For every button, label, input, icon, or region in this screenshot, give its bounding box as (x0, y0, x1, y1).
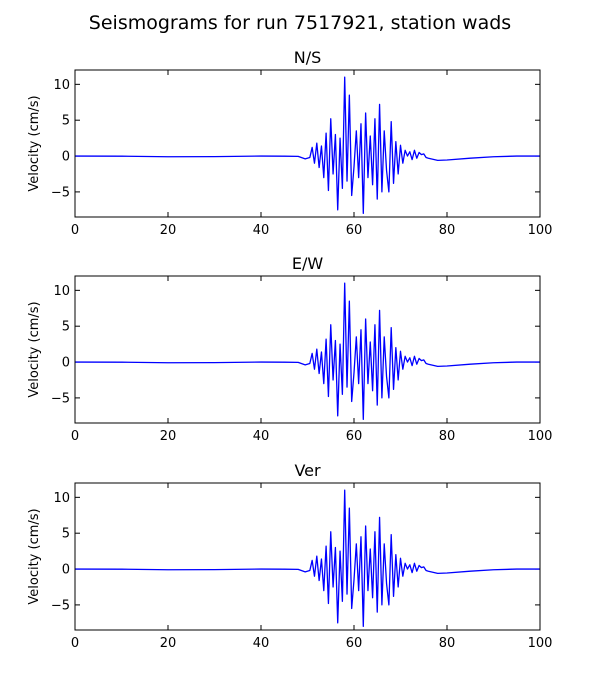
y-tick-label: −5 (51, 185, 70, 200)
y-tick-label: 0 (62, 150, 70, 165)
panel-title: E/W (292, 254, 324, 273)
x-tick-label: 40 (253, 636, 270, 651)
x-tick-label: 60 (346, 223, 363, 238)
panel-1: N/S Velocity (cm/s) 0 20 40 60 80 100 −5 0 5 10 (27, 48, 552, 238)
y-axis-label: Velocity (cm/s) (27, 301, 42, 397)
panel-2: E/W Velocity (cm/s) 0 20 40 60 80 100 −5 0 5 10 (27, 254, 552, 444)
x-tick-label: 20 (160, 429, 177, 444)
x-tick-label: 80 (439, 429, 456, 444)
y-tick-label: 10 (53, 78, 70, 93)
panel-title: Ver (294, 461, 321, 480)
panel-title: N/S (294, 48, 322, 67)
velocity-line (74, 76, 540, 215)
x-tick-label: 60 (346, 429, 363, 444)
velocity-line (74, 282, 540, 421)
y-tick-label: −5 (51, 598, 70, 613)
y-tick-label: 5 (62, 527, 70, 542)
y-tick-label: 10 (53, 491, 70, 506)
y-tick-label: 5 (62, 114, 70, 129)
x-tick-label: 0 (71, 636, 79, 651)
x-tick-label: 40 (253, 223, 270, 238)
x-tick-label: 0 (71, 223, 79, 238)
x-tick-label: 20 (160, 636, 177, 651)
x-tick-label: 100 (528, 223, 553, 238)
x-tick-label: 40 (253, 429, 270, 444)
y-tick-label: 5 (62, 320, 70, 335)
x-tick-label: 20 (160, 223, 177, 238)
figure-title: Seismograms for run 7517921, station wad… (89, 12, 511, 34)
panel-3: Ver Velocity (cm/s) 0 20 40 60 80 100 −5 0 5 10 (27, 461, 552, 651)
x-tick-label: 80 (439, 223, 456, 238)
x-tick-label: 100 (528, 429, 553, 444)
y-tick-label: 0 (62, 563, 70, 578)
x-tick-label: 80 (439, 636, 456, 651)
x-tick-label: 60 (346, 636, 363, 651)
y-tick-label: −5 (51, 391, 70, 406)
y-tick-label: 10 (53, 284, 70, 299)
y-axis-label: Velocity (cm/s) (27, 508, 42, 604)
x-tick-label: 100 (528, 636, 553, 651)
axes-frame (74, 275, 541, 424)
x-tick-label: 0 (71, 429, 79, 444)
axes-frame (74, 482, 541, 631)
y-axis-label: Velocity (cm/s) (27, 95, 42, 191)
y-tick-label: 0 (62, 356, 70, 371)
axes-frame (74, 69, 541, 218)
velocity-line (74, 489, 540, 628)
